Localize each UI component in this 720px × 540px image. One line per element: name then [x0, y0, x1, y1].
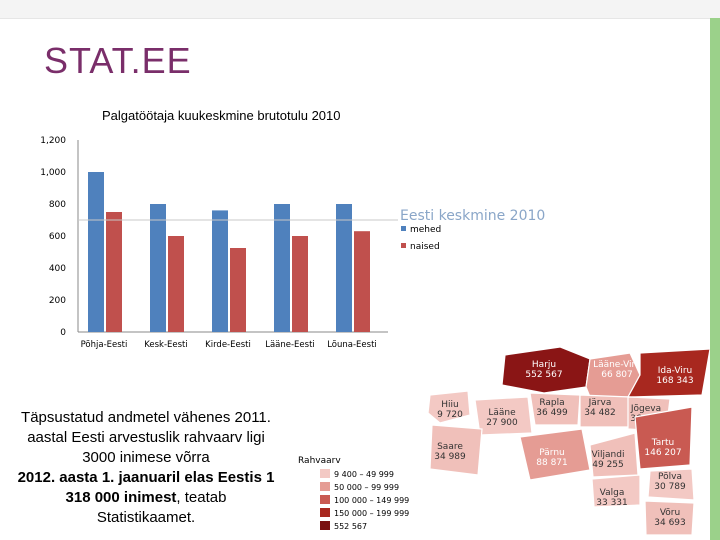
county-value-label: 27 900 [486, 418, 518, 428]
county-value-label: 34 989 [434, 452, 466, 462]
county-name-label: Lääne [488, 408, 516, 418]
county-tartu [634, 406, 693, 470]
county-v-ru [644, 500, 695, 536]
county-l-ne [474, 396, 533, 436]
legend-swatch-mehed [401, 226, 406, 231]
county-name-label: Järva [588, 398, 612, 408]
bar-mehed [88, 172, 104, 332]
caption-line-5-rest: , teatab [176, 489, 227, 506]
x-tick-label: Kesk-Eesti [144, 340, 188, 350]
y-tick-label: 600 [49, 232, 66, 242]
map-legend-swatch [320, 508, 330, 517]
reference-line-label: Eesti keskmine 2010 [400, 208, 545, 224]
brand-title: STAT.EE [44, 40, 192, 81]
bar-chart: 0 200 400 600 800 1,000 1,200 Eesti keskmine 2… [40, 136, 545, 350]
county-name-label: Ida-Viru [658, 366, 692, 376]
top-bar [0, 0, 720, 19]
county-p-rnu [519, 428, 591, 481]
caption-line-1: Täpsustatud andmetel vähenes 2011. [21, 409, 271, 426]
county-value-label: 33 331 [596, 498, 628, 508]
county-value-label: 66 807 [601, 370, 633, 380]
county-value-label: 36 499 [536, 408, 568, 418]
bar-naised [292, 236, 308, 332]
county-value-label: 9 720 [437, 410, 463, 420]
county-name-label: Põlva [658, 472, 682, 482]
county-value-label: 30 789 [654, 482, 686, 492]
county-ida-viru [626, 348, 710, 398]
bar-naised [354, 231, 370, 332]
map-legend-label: 100 000 – 149 999 [334, 496, 409, 505]
county-rapla [529, 392, 581, 426]
bar-naised [168, 236, 184, 332]
bar-naised [106, 212, 122, 332]
map-legend-label: 50 000 – 99 999 [334, 483, 399, 492]
y-tick-label: 800 [49, 200, 66, 210]
map-legend-title: Rahvaarv [298, 456, 341, 466]
caption-line-5: 318 000 inimest, teatab [0, 488, 292, 508]
county-name-label: Võru [660, 508, 680, 518]
map-legend-label: 552 567 [334, 522, 367, 531]
caption-line-3: 3000 inimese võrra [82, 449, 210, 466]
legend-label-naised: naised [410, 242, 440, 252]
county-p-lva [647, 468, 695, 501]
map-legend-swatch [320, 521, 330, 530]
caption-line-4-bold: 2012. aasta 1. jaanuaril elas Eestis 1 [17, 469, 275, 486]
county-value-label: 552 567 [525, 370, 562, 380]
bar-mehed [274, 204, 290, 332]
county-name-label: Lääne-Viru [593, 360, 641, 370]
x-tick-label: Lõuna-Eesti [327, 340, 377, 350]
y-tick-label: 0 [60, 328, 66, 338]
y-tick-label: 1,200 [40, 136, 66, 146]
county-name-label: Viljandi [592, 450, 625, 460]
map-legend-label: 9 400 – 49 999 [334, 470, 394, 479]
x-tick-label: Põhja-Eesti [81, 340, 128, 350]
county-name-label: Hiiu [441, 400, 458, 410]
category-labels: Põhja-Eesti Kesk-Eesti Kirde-Eesti Lääne-Ee… [81, 340, 377, 350]
county-name-label: Rapla [539, 398, 564, 408]
county-value-label: 168 343 [656, 376, 693, 386]
caption-line-4: 2012. aasta 1. jaanuaril elas Eestis 1 [0, 468, 292, 488]
legend-label-mehed: mehed [410, 225, 441, 235]
county-value-label: 49 255 [592, 460, 624, 470]
county-name-label: Tartu [651, 438, 674, 448]
chart-title: Palgatöötaja kuukeskmine brutotulu 2010 [102, 108, 341, 123]
county-hiiu [427, 390, 471, 424]
x-tick-label: Kirde-Eesti [205, 340, 251, 350]
caption-line-6: Statistikaamet. [96, 509, 196, 526]
caption-line-2: aastal Eesti arvestuslik rahvaarv ligi [27, 429, 265, 446]
county-name-label: Saare [437, 442, 463, 452]
map-legend-swatch [320, 482, 330, 491]
bar-mehed [336, 204, 352, 332]
x-tick-label: Lääne-Eesti [265, 340, 315, 350]
county-value-label: 146 207 [644, 448, 681, 458]
county-saare [429, 424, 483, 476]
chart-legend: mehed naised [401, 225, 441, 252]
bar-mehed [150, 204, 166, 332]
bar-mehed [212, 210, 228, 332]
county-value-label: 34 482 [584, 408, 616, 418]
y-tick-label: 200 [49, 296, 66, 306]
county-value-label: 34 693 [654, 518, 686, 528]
caption-text: Täpsustatud andmetel vähenes 2011. aasta… [0, 408, 292, 528]
county-name-label: Valga [600, 488, 625, 498]
map-legend-label: 150 000 – 199 999 [334, 509, 409, 518]
y-tick-label: 400 [49, 264, 66, 274]
county-name-label: Harju [532, 360, 556, 370]
legend-swatch-naised [401, 243, 406, 248]
map-legend-swatch [320, 495, 330, 504]
caption-line-5-bold: 318 000 inimest [65, 489, 177, 506]
county-name-label: Jõgeva [630, 404, 661, 414]
right-accent-bar [710, 18, 720, 540]
map-legend-swatch [320, 469, 330, 478]
county-valga [591, 474, 641, 508]
county-value-label: 88 871 [536, 458, 568, 468]
plot-area: Eesti keskmine 2010 [78, 172, 545, 332]
county-name-label: Pärnu [539, 448, 565, 458]
bar-naised [230, 248, 246, 332]
y-tick-label: 1,000 [40, 168, 66, 178]
map-legend: Rahvaarv 9 400 – 49 999 50 000 – 99 999 100… [298, 456, 409, 531]
